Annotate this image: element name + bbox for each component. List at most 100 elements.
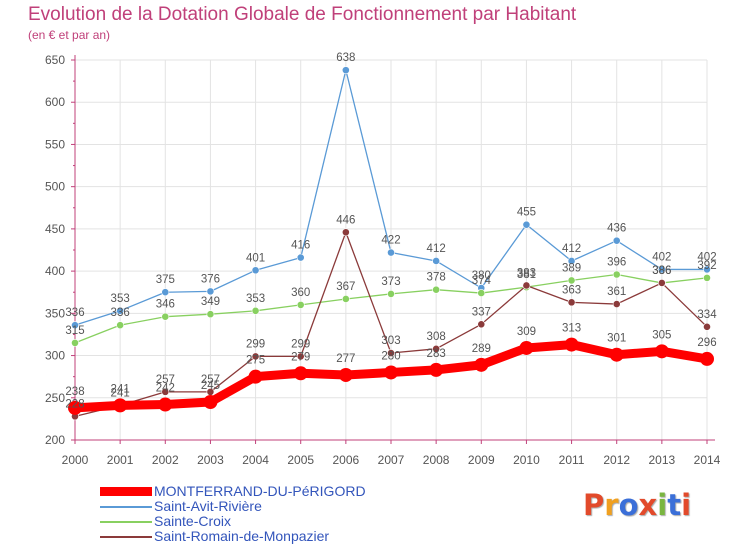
data-point-1 (432, 257, 441, 265)
data-label-1: 455 (517, 207, 536, 219)
data-label-2: 349 (201, 296, 220, 308)
data-label-2: 315 (65, 325, 84, 337)
data-point-2 (296, 300, 305, 309)
x-tick-label: 2005 (287, 453, 314, 467)
line-chart: 200 250 300 350 400 450 500 550 600 650 2000 2001 20… (45, 52, 721, 467)
data-point-1 (116, 306, 125, 315)
data-point-2 (387, 290, 395, 298)
legend-swatch-sainte-croix (100, 521, 152, 523)
data-label-2: 378 (427, 272, 446, 284)
logo-letter: t (667, 488, 682, 522)
data-point-3 (657, 279, 666, 287)
data-label-0: 280 (381, 350, 400, 362)
x-tick-label: 2001 (107, 453, 134, 467)
data-point-3 (612, 300, 621, 308)
data-label-2: 336 (111, 307, 130, 319)
data-point-2 (251, 306, 260, 315)
x-tick-label: 2007 (378, 453, 405, 467)
data-label-1: 422 (381, 235, 400, 247)
data-label-0: 301 (607, 333, 626, 345)
data-point-1 (387, 248, 395, 257)
data-label-3: 361 (607, 286, 626, 298)
data-label-3: 446 (336, 214, 355, 226)
x-tick-label: 2008 (423, 453, 450, 467)
y-tick-label: 250 (45, 391, 65, 405)
logo-letter: x (638, 488, 658, 522)
data-point-2 (71, 338, 79, 347)
data-point-0 (654, 344, 669, 359)
y-tick-label: 300 (45, 349, 65, 363)
data-point-0 (338, 367, 353, 382)
data-label-2: 381 (517, 269, 536, 281)
data-label-3: 241 (111, 387, 130, 399)
data-label-layer: 238 241 242 245 275 279 277 280 283 289 309 313 301 3… (65, 52, 717, 410)
data-label-0: 277 (336, 353, 355, 365)
data-label-1: 353 (111, 293, 130, 305)
data-label-3: 334 (697, 309, 717, 321)
logo-letter: P (583, 488, 605, 522)
data-point-3 (703, 322, 711, 331)
y-tick-label: 200 (45, 433, 65, 447)
data-point-0 (384, 365, 398, 380)
data-point-0 (68, 400, 82, 415)
data-label-3: 299 (291, 338, 310, 350)
data-label-1: 416 (291, 240, 310, 252)
logo-letter: i (657, 488, 668, 522)
data-label-1: 412 (562, 243, 581, 255)
data-label-2: 396 (607, 256, 626, 268)
data-label-0: 309 (517, 326, 536, 338)
x-tick-label: 2003 (197, 453, 224, 467)
y-tick-label: 350 (45, 306, 65, 320)
data-label-1: 402 (697, 251, 716, 263)
data-point-2 (612, 270, 621, 279)
data-point-1 (251, 266, 260, 275)
data-label-3: 386 (652, 265, 671, 277)
data-label-2: 353 (246, 293, 265, 305)
x-tick-label: 2002 (152, 453, 179, 467)
y-tick-label: 550 (45, 137, 65, 151)
data-point-3 (522, 281, 531, 290)
legend-swatch-saint-avit (100, 506, 152, 508)
x-tick-label: 2013 (649, 453, 676, 467)
data-label-3: 337 (472, 306, 491, 318)
data-label-0: 275 (246, 355, 265, 367)
chart-title: Evolution de la Dotation Globale de Fonc… (28, 4, 577, 25)
data-point-0 (158, 397, 173, 412)
legend-label-saint-romain: Saint-Romain-de-Monpazier (154, 528, 330, 544)
data-point-1 (567, 257, 576, 265)
data-point-3 (567, 298, 576, 307)
data-label-2: 346 (156, 299, 175, 311)
y-tick-label: 650 (45, 53, 65, 67)
data-point-0 (564, 337, 579, 352)
data-point-2 (703, 273, 711, 282)
data-point-2 (116, 321, 125, 330)
legend-label-montferrand: MONTFERRAND-DU-PéRIGORD (154, 483, 366, 499)
data-label-2: 373 (381, 276, 400, 288)
data-label-2: 360 (291, 287, 310, 299)
data-point-2 (432, 285, 441, 294)
data-point-1 (161, 288, 170, 297)
data-label-1: 412 (427, 243, 446, 255)
data-point-0 (203, 395, 218, 409)
data-label-2: 367 (336, 281, 355, 293)
data-point-1 (612, 236, 621, 245)
data-point-2 (477, 289, 486, 297)
x-tick-label: 2004 (242, 453, 269, 467)
data-label-1: 436 (607, 223, 626, 235)
data-point-3 (432, 344, 441, 353)
proxiti-logo: Proxiti (583, 488, 691, 522)
data-point-0 (429, 362, 444, 377)
x-tick-label: 2012 (603, 453, 630, 467)
chart-subtitle: (en € et par an) (28, 28, 111, 42)
data-label-0: 296 (697, 337, 716, 349)
y-tick-label: 500 (45, 180, 65, 194)
x-tick-label: 2011 (559, 453, 585, 467)
data-point-0 (293, 366, 308, 381)
data-point-0 (700, 351, 714, 366)
logo-letter: i (681, 488, 692, 522)
x-tick-label: 2010 (513, 453, 540, 467)
data-label-1: 638 (336, 52, 355, 64)
x-tick-label: 2000 (62, 453, 89, 467)
data-label-3: 308 (427, 331, 446, 343)
data-label-3: 299 (246, 338, 265, 350)
